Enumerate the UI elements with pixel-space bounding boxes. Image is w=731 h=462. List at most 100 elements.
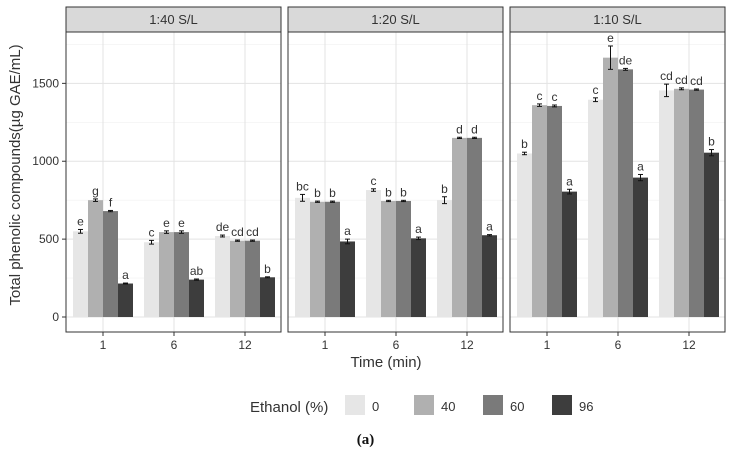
- bar: [366, 190, 381, 317]
- significance-label: a: [122, 268, 129, 282]
- error-bar: [623, 67, 628, 71]
- legend-swatch: [414, 395, 434, 415]
- error-bar: [386, 199, 391, 203]
- error-bar: [250, 239, 255, 242]
- bar: [118, 283, 133, 317]
- significance-label: a: [566, 174, 573, 188]
- facet-strip-label: 1:20 S/L: [371, 12, 419, 27]
- y-tick-label: 1000: [32, 154, 59, 168]
- bar: [618, 69, 633, 317]
- panel-border: [287, 31, 504, 333]
- error-bar: [552, 104, 557, 108]
- bar: [245, 240, 260, 317]
- error-bar: [300, 193, 305, 202]
- x-tick-label: 12: [238, 338, 252, 352]
- bar: [532, 105, 547, 317]
- bar: [396, 200, 411, 317]
- significance-label: ab: [190, 264, 204, 278]
- significance-label: f: [109, 195, 113, 209]
- error-bar: [593, 97, 598, 103]
- bar: [325, 201, 340, 317]
- bar: [411, 238, 426, 317]
- legend-swatch: [483, 395, 503, 415]
- legend-label: 40: [441, 399, 455, 414]
- error-bar: [315, 200, 320, 203]
- bar: [704, 152, 719, 317]
- bar: [674, 88, 689, 317]
- y-axis-label: Total phenolic compounds(µg GAE/mL): [7, 44, 24, 305]
- error-bar: [371, 188, 376, 192]
- error-bar: [164, 230, 169, 234]
- significance-label: c: [537, 89, 543, 103]
- legend-entry: 96: [552, 395, 593, 415]
- error-bar: [679, 87, 684, 91]
- legend-entry: 0: [345, 395, 379, 415]
- significance-label: b: [314, 186, 321, 200]
- y-tick-label: 500: [39, 232, 59, 246]
- significance-label: a: [415, 222, 422, 236]
- error-bar: [235, 239, 240, 242]
- legend-entry: 40: [414, 395, 455, 415]
- bar: [562, 191, 577, 317]
- significance-label: cd: [231, 225, 244, 239]
- figure-caption: (a): [356, 432, 375, 448]
- panel-border: [509, 31, 726, 333]
- significance-label: de: [216, 220, 230, 234]
- bar: [73, 231, 88, 317]
- error-bar: [330, 200, 335, 203]
- significance-label: c: [552, 90, 558, 104]
- x-tick-label: 1: [322, 338, 329, 352]
- bar: [437, 200, 452, 317]
- x-axis-label: Time (min): [350, 354, 421, 371]
- bar: [547, 105, 562, 317]
- bar: [603, 57, 618, 317]
- legend-label: 0: [372, 399, 379, 414]
- error-bar: [416, 236, 421, 241]
- significance-label: d: [456, 122, 463, 136]
- error-bar: [537, 103, 542, 107]
- significance-label: b: [441, 182, 448, 196]
- y-tick-label: 1500: [32, 76, 59, 90]
- significance-label: b: [521, 137, 528, 151]
- significance-label: c: [593, 83, 599, 97]
- error-bar: [442, 196, 447, 205]
- significance-label: a: [344, 224, 351, 238]
- error-bar: [472, 136, 477, 140]
- error-bar: [265, 276, 270, 279]
- legend-label: 60: [510, 399, 524, 414]
- significance-label: e: [607, 31, 614, 45]
- significance-label: a: [486, 220, 493, 234]
- error-bar: [194, 278, 199, 281]
- error-bar: [664, 83, 669, 98]
- significance-label: de: [619, 53, 633, 67]
- bar: [467, 137, 482, 317]
- legend-swatch: [552, 395, 572, 415]
- facet-strip-label: 1:10 S/L: [593, 12, 641, 27]
- significance-label: bc: [296, 179, 309, 193]
- bar: [174, 232, 189, 317]
- error-bar: [567, 188, 572, 195]
- y-tick-label: 0: [52, 310, 59, 324]
- error-bar: [78, 228, 83, 234]
- significance-label: b: [385, 185, 392, 199]
- bar: [517, 153, 532, 317]
- significance-label: e: [77, 214, 84, 228]
- x-tick-label: 1: [544, 338, 551, 352]
- legend: Ethanol (%) 0 40 60 96: [250, 395, 593, 416]
- bar: [381, 200, 396, 317]
- facet-strip-label: 1:40 S/L: [149, 12, 197, 27]
- bar: [144, 242, 159, 317]
- x-tick-label: 1: [100, 338, 107, 352]
- bar: [159, 232, 174, 317]
- legend-entry: 60: [483, 395, 524, 415]
- error-bar: [638, 173, 643, 182]
- significance-label: b: [329, 186, 336, 200]
- bar: [452, 137, 467, 317]
- error-bar: [457, 136, 462, 140]
- bar: [689, 89, 704, 318]
- significance-label: e: [178, 216, 185, 230]
